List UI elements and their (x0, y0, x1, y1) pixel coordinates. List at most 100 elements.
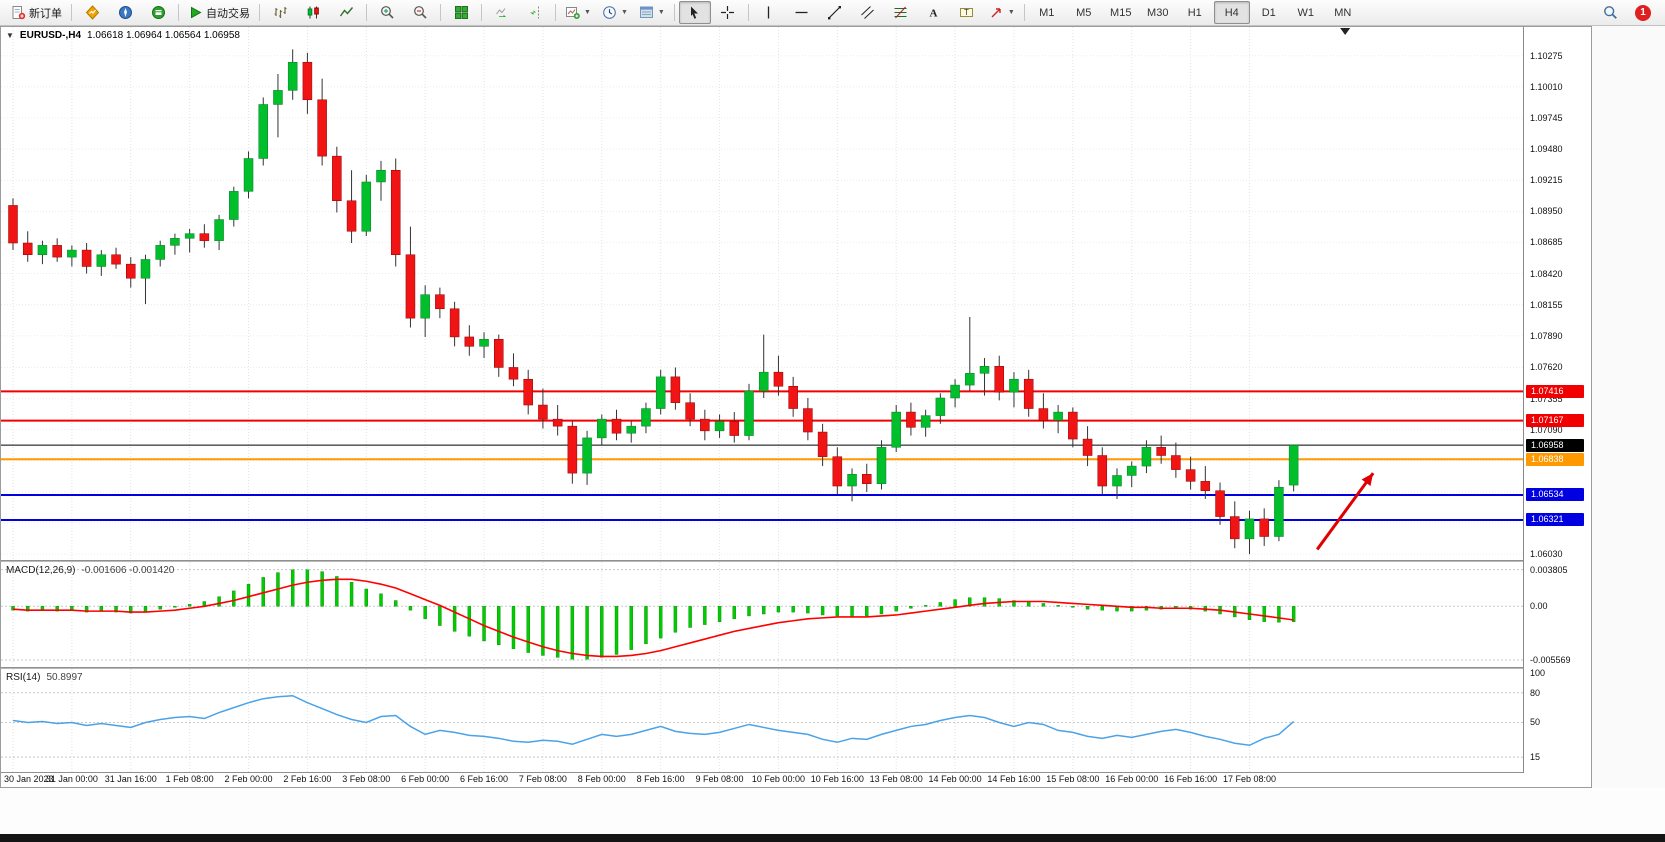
arrows-tool-button[interactable]: ▼ (984, 1, 1020, 24)
timeframe-button-h4[interactable]: H4 (1213, 1, 1250, 24)
candle (1200, 481, 1211, 491)
candle (788, 385, 798, 409)
rsi-chart-canvas[interactable] (1, 669, 1523, 772)
new-chart-button[interactable]: ▼ (560, 1, 596, 24)
timeframe-button-h1[interactable]: H1 (1187, 6, 1202, 19)
tile-windows-button[interactable] (445, 1, 477, 24)
panel-divider[interactable] (1, 667, 1591, 669)
search-icon (1603, 6, 1617, 19)
rsi-tick: 100 (1530, 667, 1546, 678)
price-tick: 1.08420 (1530, 268, 1563, 279)
vertical-gridlines (12, 27, 1250, 560)
rsi-value: 50.8997 (46, 672, 83, 683)
timeframe-button-mn[interactable]: MN (1334, 6, 1352, 19)
vertical-line-tool-button[interactable] (753, 1, 785, 24)
candle (302, 61, 313, 101)
channel-tool-button[interactable] (852, 1, 884, 24)
autotrading-button[interactable]: 自动交易 (183, 1, 255, 24)
chevron-down-icon: ▼ (657, 9, 665, 16)
trendline-tool-button[interactable] (819, 1, 851, 24)
price-scale[interactable]: 1.10275 1.10010 1.09745 1.09480 1.09215 1.089… (1523, 27, 1591, 773)
timeframe-button-w1[interactable]: W1 (1297, 6, 1315, 19)
fibonacci-icon (894, 6, 907, 19)
market-watch-icon (85, 5, 99, 20)
zoom-out-button[interactable] (404, 1, 436, 24)
zoom-in-button[interactable] (371, 1, 403, 24)
notification-badge: 1 (1635, 4, 1651, 21)
panel-divider[interactable] (1, 560, 1591, 562)
chevron-down-icon: ▼ (620, 9, 628, 16)
price-tick: 1.08155 (1530, 299, 1563, 310)
candle (1053, 411, 1063, 421)
timeframe-button-m5[interactable]: M5 (1076, 6, 1092, 19)
cursor-tool-button[interactable] (678, 1, 711, 24)
timeframe-button-d1[interactable]: D1 (1261, 6, 1276, 19)
candle (700, 418, 710, 432)
vertical-line-icon (768, 6, 770, 19)
horizontal-line-tool-button[interactable] (786, 1, 818, 24)
terminal-button[interactable] (142, 1, 174, 24)
bar-chart-button[interactable] (264, 1, 296, 24)
timeframe-button-m15[interactable]: M15 (1110, 6, 1132, 19)
one-click-trading-toggle[interactable]: ▼ (6, 31, 14, 40)
text-tool-button[interactable]: A (918, 1, 950, 24)
arrow-annotation[interactable] (1315, 472, 1375, 551)
candle (111, 254, 121, 265)
time-label: 3 Feb 08:00 (342, 774, 391, 784)
candle (332, 155, 342, 202)
navigator-button[interactable] (109, 1, 141, 24)
candle (390, 169, 401, 256)
candle (22, 242, 33, 256)
timeframe-button-m1[interactable]: M1 (1039, 6, 1055, 19)
templates-button[interactable]: ▼ (634, 1, 670, 24)
candle (685, 402, 695, 420)
candle (965, 373, 975, 386)
svg-text:T: T (964, 8, 969, 17)
time-scale[interactable]: 30 Jan 2023 31 Jan 00:00 31 Jan 16:00 1 Feb… (1, 773, 1591, 786)
periods-button[interactable]: ▼ (597, 1, 633, 24)
rsi-name: RSI(14) (6, 672, 41, 683)
time-label: 2 Feb 00:00 (224, 774, 273, 784)
candle (449, 308, 460, 338)
candle (567, 425, 578, 474)
candle (435, 294, 445, 310)
candlestick-chart-button[interactable] (297, 1, 329, 24)
price-tick: 1.07620 (1530, 362, 1563, 373)
trendline-icon (828, 6, 842, 20)
candle (273, 90, 283, 105)
candle (832, 456, 843, 487)
time-label: 10 Feb 16:00 (810, 774, 864, 784)
navigator-icon (118, 6, 132, 19)
text-label-tool-button[interactable]: T (951, 1, 983, 24)
candle (1171, 455, 1181, 470)
candle (81, 249, 92, 267)
auto-scroll-button[interactable] (486, 1, 518, 24)
autotrading-icon (191, 6, 202, 19)
candlestick-chart-icon (307, 6, 319, 19)
fibonacci-tool-button[interactable] (885, 1, 917, 24)
macd-values: -0.001606 -0.001420 (81, 565, 175, 576)
horizontal-level-lines[interactable] (1, 390, 1523, 521)
chart-shift-marker[interactable] (1340, 28, 1351, 35)
macd-chart-canvas[interactable] (1, 562, 1523, 667)
market-watch-button[interactable] (76, 1, 108, 24)
toolbar-separator (259, 4, 260, 21)
timeframe-button-m30[interactable]: M30 (1147, 6, 1169, 19)
new-order-button[interactable]: 新订单 (6, 1, 67, 24)
candle (184, 233, 195, 239)
chart-shift-button[interactable] (519, 1, 551, 24)
search-button[interactable] (1594, 1, 1626, 24)
notifications-button[interactable]: 1 (1627, 1, 1659, 24)
svg-text:A: A (930, 8, 938, 20)
line-chart-button[interactable] (330, 1, 362, 24)
chevron-down-icon: ▼ (584, 9, 591, 16)
candle (935, 397, 946, 416)
toolbar-separator (440, 4, 441, 21)
candle (243, 158, 254, 192)
price-chart-canvas[interactable] (1, 27, 1523, 560)
price-badge: 1.06838 (1526, 452, 1584, 466)
price-tick: 1.07355 (1530, 393, 1563, 404)
candle (1112, 475, 1122, 487)
candles-layer (8, 49, 1299, 555)
crosshair-tool-button[interactable] (712, 1, 744, 24)
